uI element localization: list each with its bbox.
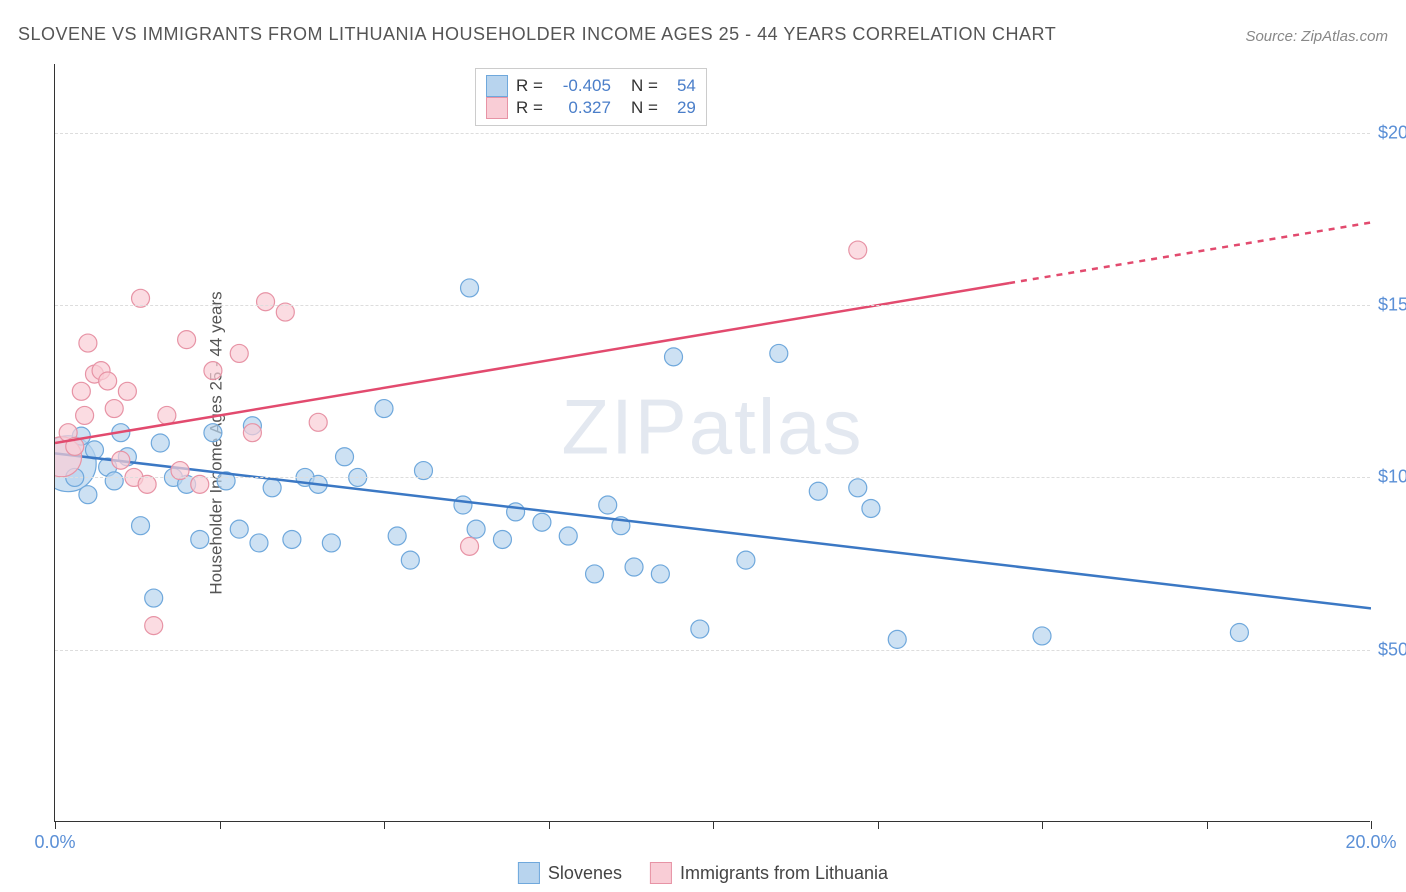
data-point — [263, 479, 281, 497]
stats-legend-row: R = -0.405 N = 54 — [486, 75, 696, 97]
series-legend: Slovenes Immigrants from Lithuania — [518, 862, 888, 884]
data-point — [651, 565, 669, 583]
data-point — [454, 496, 472, 514]
stats-legend-row: R = 0.327 N = 29 — [486, 97, 696, 119]
data-point — [99, 372, 117, 390]
stats-legend: R = -0.405 N = 54 R = 0.327 N = 29 — [475, 68, 707, 126]
data-point — [79, 486, 97, 504]
data-point — [132, 517, 150, 535]
n-value: 54 — [666, 76, 696, 96]
data-point — [849, 479, 867, 497]
gridline — [55, 477, 1370, 478]
x-tick — [220, 821, 221, 829]
chart-source: Source: ZipAtlas.com — [1245, 28, 1388, 45]
r-label: R = — [516, 98, 543, 118]
data-point — [625, 558, 643, 576]
x-tick — [878, 821, 879, 829]
data-point — [230, 520, 248, 538]
trend-line-dashed — [1009, 222, 1371, 283]
x-tick — [1371, 821, 1372, 829]
series-legend-item: Slovenes — [518, 862, 622, 884]
data-point — [461, 279, 479, 297]
data-point — [559, 527, 577, 545]
x-tick — [55, 821, 56, 829]
data-point — [737, 551, 755, 569]
data-point — [283, 530, 301, 548]
data-point — [72, 382, 90, 400]
x-tick-label: 0.0% — [34, 832, 75, 853]
y-tick-label: $150,000 — [1378, 295, 1406, 316]
data-point — [586, 565, 604, 583]
x-tick — [1042, 821, 1043, 829]
plot-area: Householder Income Ages 25 - 44 years ZI… — [54, 64, 1370, 822]
data-point — [388, 527, 406, 545]
data-point — [691, 620, 709, 638]
data-point — [178, 331, 196, 349]
legend-swatch — [486, 97, 508, 119]
gridline — [55, 133, 1370, 134]
x-tick-label: 20.0% — [1345, 832, 1396, 853]
data-point — [76, 406, 94, 424]
data-point — [322, 534, 340, 552]
r-value: -0.405 — [551, 76, 611, 96]
legend-swatch — [486, 75, 508, 97]
data-point — [375, 400, 393, 418]
data-point — [862, 499, 880, 517]
x-tick — [384, 821, 385, 829]
data-point — [105, 472, 123, 490]
data-point — [809, 482, 827, 500]
data-point — [145, 617, 163, 635]
data-point — [336, 448, 354, 466]
x-tick — [1207, 821, 1208, 829]
gridline — [55, 650, 1370, 651]
x-tick — [713, 821, 714, 829]
data-point — [401, 551, 419, 569]
trend-line — [55, 283, 1009, 443]
data-point — [1230, 624, 1248, 642]
data-point — [665, 348, 683, 366]
series-label: Immigrants from Lithuania — [680, 863, 888, 884]
data-point — [309, 413, 327, 431]
chart-svg — [55, 64, 1371, 822]
data-point — [151, 434, 169, 452]
y-tick-label: $200,000 — [1378, 122, 1406, 143]
data-point — [118, 382, 136, 400]
legend-swatch — [518, 862, 540, 884]
data-point — [204, 362, 222, 380]
data-point — [599, 496, 617, 514]
data-point — [461, 537, 479, 555]
data-point — [493, 530, 511, 548]
data-point — [79, 334, 97, 352]
x-tick — [549, 821, 550, 829]
legend-swatch — [650, 862, 672, 884]
data-point — [191, 530, 209, 548]
gridline — [55, 305, 1370, 306]
data-point — [257, 293, 275, 311]
data-point — [467, 520, 485, 538]
data-point — [145, 589, 163, 607]
data-point — [204, 424, 222, 442]
data-point — [105, 400, 123, 418]
data-point — [533, 513, 551, 531]
data-point — [770, 344, 788, 362]
y-tick-label: $100,000 — [1378, 467, 1406, 488]
data-point — [849, 241, 867, 259]
r-value: 0.327 — [551, 98, 611, 118]
y-tick-label: $50,000 — [1378, 639, 1406, 660]
r-label: R = — [516, 76, 543, 96]
chart-title: SLOVENE VS IMMIGRANTS FROM LITHUANIA HOU… — [18, 24, 1056, 45]
data-point — [230, 344, 248, 362]
n-label: N = — [631, 76, 658, 96]
data-point — [250, 534, 268, 552]
data-point — [243, 424, 261, 442]
data-point — [1033, 627, 1051, 645]
n-value: 29 — [666, 98, 696, 118]
data-point — [112, 451, 130, 469]
series-legend-item: Immigrants from Lithuania — [650, 862, 888, 884]
n-label: N = — [631, 98, 658, 118]
data-point — [888, 630, 906, 648]
data-point — [158, 406, 176, 424]
correlation-chart: SLOVENE VS IMMIGRANTS FROM LITHUANIA HOU… — [0, 0, 1406, 892]
series-label: Slovenes — [548, 863, 622, 884]
